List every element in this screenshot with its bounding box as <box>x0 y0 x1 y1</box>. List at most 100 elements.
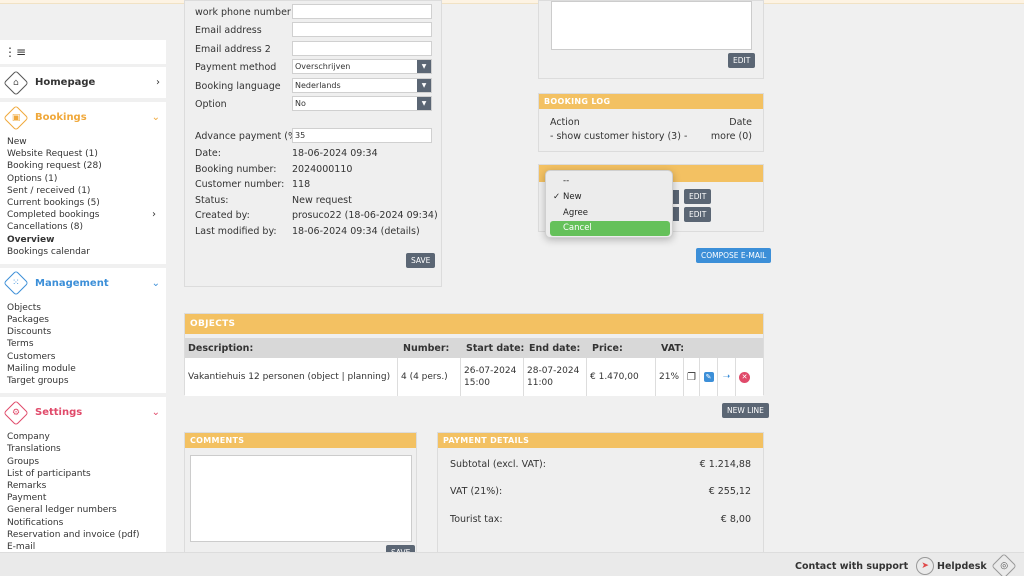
sidebar-item-groups[interactable]: Groups <box>7 456 40 467</box>
option-select[interactable]: No ▼ <box>292 96 432 111</box>
show-customer-history-link[interactable]: - show customer history (3) - <box>550 131 688 142</box>
booking-language-value: Nederlands <box>295 81 341 90</box>
more-link[interactable]: more (0) <box>710 131 752 142</box>
sidebar-item-mailing-module[interactable]: Mailing module <box>7 363 76 374</box>
sidebar-item-notifications[interactable]: Notifications <box>7 517 64 528</box>
contact-support-label: Contact with support <box>795 560 909 572</box>
edit-icon[interactable]: ✎ <box>703 372 714 382</box>
sidebar-toggle[interactable]: ⋮≡ <box>0 40 166 64</box>
edit-button[interactable]: EDIT <box>728 53 756 68</box>
dropdown-option-cancel[interactable]: Cancel <box>550 221 670 236</box>
payment-method-row: Payment method <box>195 59 292 75</box>
sidebar-item-new[interactable]: New <box>7 137 27 147</box>
sidebar-item-objects[interactable]: Objects <box>7 302 42 313</box>
delete-icon[interactable]: ✕ <box>739 371 750 383</box>
sidebar-item-bookings-calendar[interactable]: Bookings calendar <box>7 246 90 257</box>
dropdown-option-new[interactable]: ✓ New <box>550 190 670 205</box>
vat-label: VAT (21%): <box>450 486 503 497</box>
sidebar-settings-label: Settings <box>35 407 83 419</box>
col-start-date: Start date: <box>466 342 525 354</box>
comments-save-button[interactable]: SAVE <box>386 545 416 553</box>
payment-method-select[interactable]: Overschrijven ▼ <box>292 59 432 74</box>
advance-payment-input[interactable]: 35 <box>292 128 432 143</box>
sidebar-item-sent-received[interactable]: Sent / received (1) <box>7 185 91 196</box>
sidebar-item-bookings[interactable]: ▣ Bookings ⌄ <box>0 102 166 133</box>
advance-payment-row: Advance payment (%): <box>195 128 304 144</box>
save-button[interactable]: SAVE <box>406 253 436 268</box>
sidebar-item-payment[interactable]: Payment <box>7 493 47 504</box>
row-number: 4 (4 pers.) <box>397 358 460 396</box>
chevron-down-icon[interactable]: ⌄ <box>151 407 160 419</box>
comments-textarea[interactable] <box>190 455 412 542</box>
sidebar-item-website-request[interactable]: Website Request (1) <box>7 149 98 160</box>
sidebar-item-completed-bookings[interactable]: Completed bookings › <box>7 209 166 221</box>
compose-email-button[interactable]: COMPOSE E-MAIL <box>696 248 772 263</box>
dropdown-option-empty[interactable]: -- <box>550 174 670 189</box>
col-number: Number: <box>403 342 450 354</box>
sidebar-item-customers[interactable]: Customers <box>7 351 56 362</box>
chevron-right-icon[interactable]: › <box>156 77 160 88</box>
last-modified-row: Last modified by: 18-06-2024 09:34 (detai… <box>195 223 420 239</box>
sidebar-item-options[interactable]: Options (1) <box>7 173 58 184</box>
sidebar-item-management[interactable]: ⁙ Management ⌄ <box>0 268 166 299</box>
sidebar-item-remarks[interactable]: Remarks <box>7 480 47 491</box>
sidebar-item-settings[interactable]: ⚙ Settings ⌄ <box>0 397 166 428</box>
delete-icon-cell: ✕ <box>735 358 753 396</box>
sidebar-item-terms[interactable]: Terms <box>7 339 34 350</box>
sidebar-item-cancellations[interactable]: Cancellations (8) <box>7 222 84 233</box>
email-input[interactable] <box>292 22 432 37</box>
col-end-date: End date: <box>529 342 581 354</box>
booking-language-row: Booking language <box>195 78 292 94</box>
email2-input[interactable] <box>292 41 432 56</box>
helpdesk-link[interactable]: Helpdesk ◎ <box>937 553 1017 576</box>
work-phone-input[interactable] <box>292 4 432 19</box>
dropdown-arrow-icon[interactable]: ▼ <box>417 97 431 110</box>
subtotal-value: € 1.214,88 <box>699 459 751 470</box>
top-strip <box>0 0 1024 4</box>
helpdesk-label: Helpdesk <box>937 560 987 572</box>
chevron-down-icon[interactable]: ⌄ <box>151 277 160 289</box>
checkmark-icon: ✓ <box>553 192 561 202</box>
edit-button-2[interactable]: EDIT <box>684 207 712 222</box>
move-icon[interactable]: ➝ <box>717 358 735 396</box>
payment-details-panel: PAYMENT DETAILS Subtotal (excl. VAT): € 1… <box>437 432 764 552</box>
chevron-down-icon[interactable]: ⌄ <box>151 112 160 123</box>
sidebar-item-target-groups[interactable]: Target groups <box>7 376 69 386</box>
lifebuoy-icon[interactable]: ◎ <box>990 553 1017 576</box>
notes-textarea[interactable] <box>551 1 752 50</box>
new-line-button[interactable]: NEW LINE <box>722 403 769 418</box>
dropdown-option-agree[interactable]: Agree <box>550 206 670 221</box>
sidebar-section-homepage: ⌂ Homepage › <box>0 67 166 98</box>
sidebar-item-company[interactable]: Company <box>7 432 50 443</box>
sidebar-item-homepage[interactable]: ⌂ Homepage › <box>0 67 166 98</box>
sidebar-item-discounts[interactable]: Discounts <box>7 327 52 338</box>
copy-icon[interactable]: ❐ <box>683 358 699 396</box>
paper-plane-icon[interactable]: ➤ <box>916 557 935 575</box>
sidebar-item-general-ledger-numbers[interactable]: General ledger numbers <box>7 505 117 516</box>
dropdown-arrow-icon[interactable]: ▼ <box>417 79 431 92</box>
date-label: Date: <box>195 147 221 159</box>
row-description[interactable]: Vakantiehuis 12 personen (object | plann… <box>188 372 391 382</box>
created-by-value: prosuco22 (18-06-2024 09:34) <box>292 209 438 221</box>
sidebar-item-current-bookings[interactable]: Current bookings (5) <box>7 197 100 208</box>
sidebar-item-list-of-participants[interactable]: List of participants <box>7 468 91 479</box>
edit-button-1[interactable]: EDIT <box>684 189 712 204</box>
option-agree-label: Agree <box>563 208 588 218</box>
sidebar-item-email[interactable]: E-mail <box>7 541 36 552</box>
sidebar-item-reservation-invoice[interactable]: Reservation and invoice (pdf) <box>7 529 140 540</box>
chevron-right-icon[interactable]: › <box>152 209 156 221</box>
last-modified-value[interactable]: 18-06-2024 09:34 (details) <box>292 225 420 237</box>
contact-support-link[interactable]: Contact with support ➤ <box>795 557 935 575</box>
status-row: Status: New request <box>195 192 352 208</box>
hamburger-collapse-icon[interactable]: ⋮≡ <box>4 45 27 59</box>
sidebar-item-translations[interactable]: Translations <box>7 444 61 455</box>
sidebar-item-packages[interactable]: Packages <box>7 315 49 326</box>
sidebar-item-booking-request[interactable]: Booking request (28) <box>7 161 102 172</box>
booking-language-select[interactable]: Nederlands ▼ <box>292 78 432 93</box>
sidebar-item-overview[interactable]: Overview <box>7 234 55 245</box>
dropdown-arrow-icon[interactable]: ▼ <box>417 60 431 73</box>
work-phone-label: work phone number <box>195 6 291 18</box>
col-vat: VAT: <box>661 342 685 354</box>
option-new-label: New <box>563 192 582 202</box>
col-price: Price: <box>592 342 623 354</box>
